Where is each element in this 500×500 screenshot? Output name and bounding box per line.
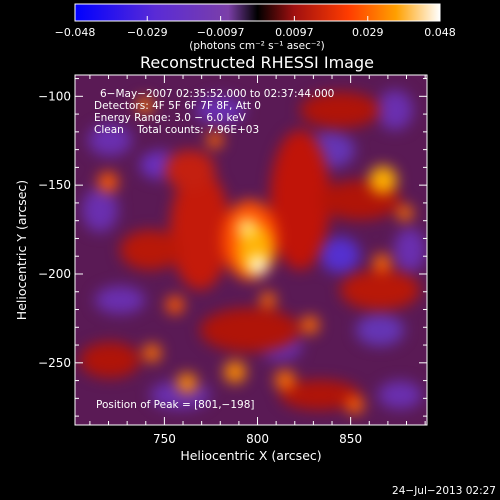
x-axis-label: Heliocentric X (arcsec) bbox=[180, 448, 321, 463]
y-tick-label: −200 bbox=[38, 267, 71, 281]
colorbar-unit-label: (photons cm⁻² s⁻¹ asec⁻²) bbox=[189, 40, 324, 52]
colorbar-tick-label: −0.048 bbox=[55, 26, 96, 39]
annotation-clean-counts: Clean Total counts: 7.96E+03 bbox=[94, 124, 259, 136]
annotation-energy-range: Energy Range: 3.0 − 6.0 keV bbox=[94, 112, 247, 124]
heatmap-image bbox=[75, 75, 427, 425]
colorbar bbox=[74, 3, 441, 22]
y-tick-label: −100 bbox=[38, 89, 71, 103]
chart-title: Reconstructed RHESSI Image bbox=[140, 53, 374, 72]
colorbar-tick-label: 0.029 bbox=[352, 26, 384, 39]
axis-ticks: 750 800 850 −250 −200 −150 −100 bbox=[38, 75, 427, 446]
plot-frame bbox=[74, 74, 428, 426]
y-axis-label: Heliocentric Y (arcsec) bbox=[14, 180, 29, 320]
colorbar-tick-label: −0.0097 bbox=[197, 26, 245, 39]
x-tick-label: 850 bbox=[339, 432, 362, 446]
colorbar-ticks: −0.048 −0.029 −0.0097 0.0097 0.029 0.048 bbox=[55, 16, 456, 39]
annotation-detectors: Detectors: 4F 5F 6F 7F 8F, Att 0 bbox=[94, 100, 261, 112]
footer-timestamp: 24−Jul−2013 02:27 bbox=[392, 485, 496, 497]
y-tick-label: −250 bbox=[38, 356, 71, 370]
annotation-time-range: 6−May−2007 02:35:52.000 to 02:37:44.000 bbox=[100, 88, 334, 100]
colorbar-tick-label: −0.029 bbox=[127, 26, 168, 39]
x-tick-label: 750 bbox=[153, 432, 176, 446]
colorbar-tick-label: 0.048 bbox=[424, 26, 456, 39]
colorbar-tick-label: 0.0097 bbox=[275, 26, 314, 39]
x-tick-label: 800 bbox=[246, 432, 269, 446]
y-tick-label: −150 bbox=[38, 178, 71, 192]
annotation-peak-position: Position of Peak = [801,−198] bbox=[96, 399, 255, 411]
